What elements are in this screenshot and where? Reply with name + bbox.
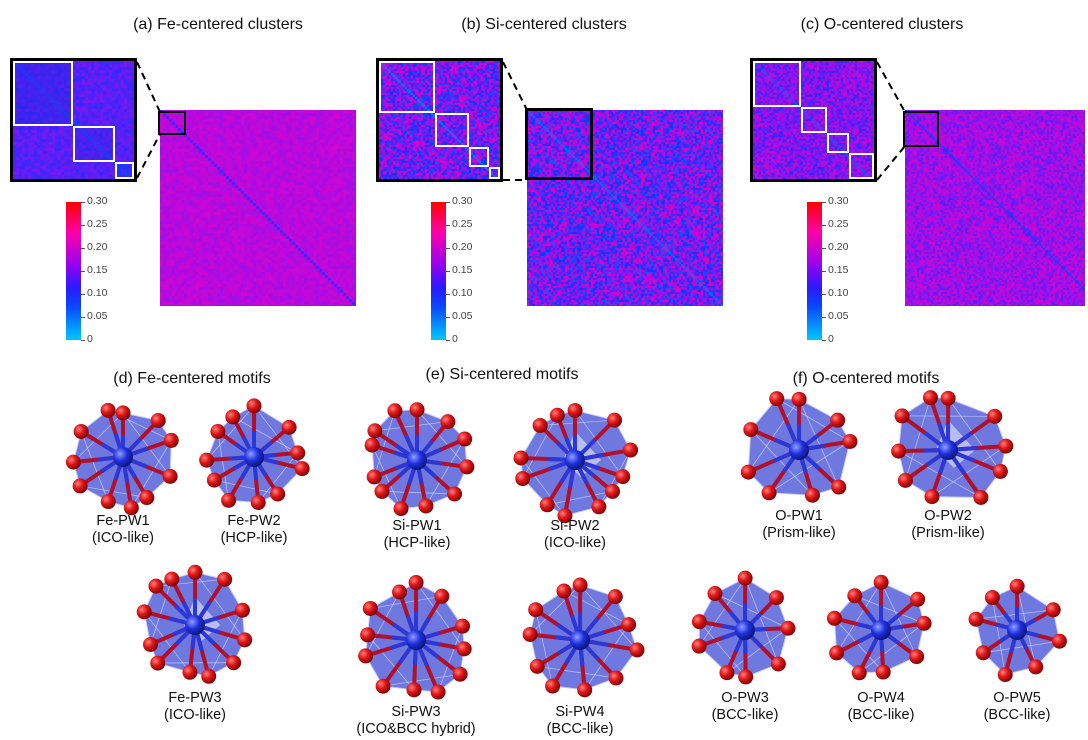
heatmap-si xyxy=(527,110,723,306)
motif-label: O-PW4 (BCC-like) xyxy=(847,690,915,723)
colorbar-tick-label: 0.25 xyxy=(828,218,849,230)
colorbar-tick-mark xyxy=(822,225,826,226)
colorbar-tick-mark xyxy=(446,225,450,226)
colorbar-tick-mark xyxy=(822,340,826,341)
panel-a-title: (a) Fe-centered clusters xyxy=(133,16,303,33)
motif-polyhedron xyxy=(522,577,645,698)
motif-polyhedron xyxy=(364,402,475,517)
panel-e-title: (e) Si-centered motifs xyxy=(425,366,579,383)
colorbar-tick-mark xyxy=(822,294,826,295)
inset-o xyxy=(750,58,877,182)
colorbar-tick-label: 0.25 xyxy=(452,218,473,230)
colorbar-tick-mark xyxy=(822,202,826,203)
motif-label: Si-PW2 (ICO-like) xyxy=(543,518,607,551)
colorbar-tick-mark xyxy=(446,271,450,272)
colorbar-tick-label: 0 xyxy=(828,333,834,345)
colorbar-tick-mark xyxy=(81,202,85,203)
motif-label: O-PW2 (Prism-like) xyxy=(911,508,985,541)
zoom-box-o xyxy=(903,111,939,147)
colorbar-si xyxy=(431,202,446,340)
colorbar-tick-label: 0 xyxy=(452,333,458,345)
motif-polyhedron xyxy=(968,578,1067,683)
colorbar-tick-mark xyxy=(81,225,85,226)
colorbar-tick-mark xyxy=(81,248,85,249)
colorbar-tick-mark xyxy=(446,317,450,318)
motif-label: O-PW1 (Prism-like) xyxy=(762,508,836,541)
motif-label: O-PW3 (BCC-like) xyxy=(711,690,779,723)
colorbar-tick-label: 0 xyxy=(87,333,93,345)
colorbar-tick-label: 0.05 xyxy=(828,310,849,322)
colorbar-tick-mark xyxy=(81,294,85,295)
colorbar-tick-mark xyxy=(446,248,450,249)
colorbar-fe xyxy=(66,202,81,340)
colorbar-tick-mark xyxy=(446,202,450,203)
motif-label: Fe-PW3 (ICO-like) xyxy=(163,690,227,723)
motif-label: O-PW5 (BCC-like) xyxy=(983,690,1051,723)
motif-label: Si-PW1 (HCP-like) xyxy=(383,518,451,551)
motif-label: Si-PW4 (BCC-like) xyxy=(546,704,614,737)
panel-d-title: (d) Fe-centered motifs xyxy=(113,370,271,387)
colorbar-tick-mark xyxy=(81,271,85,272)
colorbar-tick-label: 0.10 xyxy=(828,287,849,299)
heatmap-fe xyxy=(160,110,356,306)
colorbar-tick-mark xyxy=(81,340,85,341)
motif-label: Si-PW3 (ICO&BCC hybrid) xyxy=(356,704,476,737)
colorbar-tick-label: 0.05 xyxy=(87,310,108,322)
motif-polyhedron xyxy=(826,574,932,681)
motif-label: Fe-PW2 (HCP-like) xyxy=(220,513,288,546)
colorbar-tick-label: 0.20 xyxy=(828,241,849,253)
panel-f-title: (f) O-centered motifs xyxy=(792,370,940,387)
motif-polyhedron xyxy=(740,391,858,503)
motif-polyhedron xyxy=(136,564,253,684)
colorbar-tick-mark xyxy=(822,317,826,318)
inset-fe xyxy=(10,58,137,182)
colorbar-tick-label: 0.15 xyxy=(87,264,108,276)
motif-polyhedron xyxy=(891,390,1014,505)
panel-c-title: (c) O-centered clusters xyxy=(800,16,964,33)
zoom-box-si xyxy=(525,108,593,180)
motif-polyhedron xyxy=(65,402,179,516)
colorbar-tick-mark xyxy=(446,340,450,341)
colorbar-tick-mark xyxy=(81,317,85,318)
colorbar-tick-mark xyxy=(822,271,826,272)
colorbar-tick-label: 0.10 xyxy=(452,287,473,299)
colorbar-tick-label: 0.25 xyxy=(87,218,108,230)
motif-polyhedron xyxy=(691,570,796,685)
colorbar-tick-label: 0.10 xyxy=(87,287,108,299)
colorbar-tick-label: 0.30 xyxy=(452,195,473,207)
colorbar-tick-label: 0.20 xyxy=(452,241,473,253)
colorbar-tick-label: 0.15 xyxy=(452,264,473,276)
heatmap-o xyxy=(905,110,1085,306)
motif-polyhedron xyxy=(513,402,639,524)
colorbar-o xyxy=(807,202,822,340)
motif-polyhedron xyxy=(199,398,310,510)
motif-polyhedron xyxy=(358,575,472,700)
colorbar-tick-label: 0.30 xyxy=(828,195,849,207)
zoom-box-fe xyxy=(158,111,186,135)
colorbar-tick-mark xyxy=(446,294,450,295)
inset-si xyxy=(376,58,503,182)
panel-b-title: (b) Si-centered clusters xyxy=(461,16,627,33)
colorbar-tick-mark xyxy=(822,248,826,249)
colorbar-tick-label: 0.15 xyxy=(828,264,849,276)
colorbar-tick-label: 0.05 xyxy=(452,310,473,322)
colorbar-tick-label: 0.30 xyxy=(87,195,108,207)
colorbar-tick-label: 0.20 xyxy=(87,241,108,253)
motif-label: Fe-PW1 (ICO-like) xyxy=(91,513,155,546)
